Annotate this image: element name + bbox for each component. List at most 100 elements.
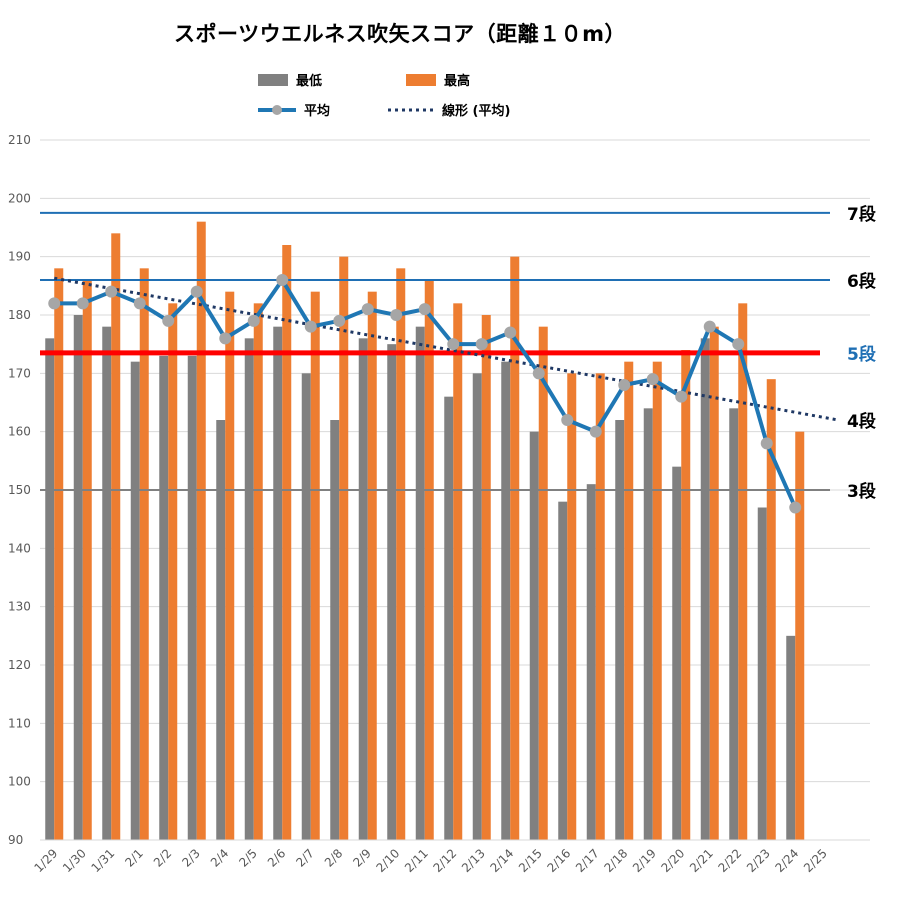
bar-min: [501, 361, 511, 840]
bar-min: [729, 408, 739, 840]
bar-min: [301, 373, 311, 840]
x-tick-label: 2/21: [687, 846, 716, 875]
bar-min: [73, 315, 83, 840]
average-point: [532, 367, 545, 380]
x-tick-label: 2/9: [350, 846, 374, 870]
bar-max: [795, 431, 805, 840]
x-tick-label: 2/11: [402, 846, 431, 875]
x-tick-label: 2/2: [151, 846, 175, 870]
legend-label-min: 最低: [296, 74, 323, 89]
bar-min: [415, 326, 425, 841]
bar-min: [102, 326, 112, 841]
average-point: [789, 501, 802, 514]
y-tick-label: 180: [8, 308, 31, 322]
y-tick-label: 90: [8, 833, 23, 847]
bar-min: [216, 420, 226, 840]
reference-label: 5段: [847, 344, 876, 365]
legend-label-trend: 線形 (平均): [442, 104, 511, 119]
bar-min: [529, 431, 539, 840]
bar-min: [757, 507, 767, 840]
x-tick-label: 2/19: [630, 846, 659, 875]
average-point: [133, 297, 146, 310]
bar-min: [643, 408, 653, 840]
x-tick-label: 2/20: [658, 846, 687, 875]
bar-min: [187, 355, 197, 840]
average-point: [418, 303, 431, 316]
bar-max: [424, 280, 434, 840]
average-point: [361, 303, 374, 316]
legend-swatch-min: [258, 73, 288, 86]
bar-max: [709, 326, 719, 841]
bar-max: [652, 361, 662, 840]
bar-max: [453, 303, 463, 840]
bar-max: [225, 291, 235, 841]
x-tick-label: 2/22: [715, 846, 744, 875]
bar-max: [339, 256, 349, 841]
legend-swatch-max: [406, 73, 436, 86]
bar-max: [766, 379, 776, 840]
bar-max: [510, 256, 520, 841]
legend: 最低 最高 平均 線形 (平均): [258, 70, 578, 120]
y-tick-label: 200: [8, 191, 31, 205]
x-tick-label: 2/25: [801, 846, 830, 875]
x-tick-label: 1/30: [60, 846, 89, 875]
bar-max: [54, 268, 64, 840]
average-point: [646, 373, 659, 386]
legend-swatch-trend: [388, 108, 434, 111]
legend-label-avg: 平均: [304, 104, 331, 119]
reference-label: 7段: [847, 204, 876, 225]
bar-max: [367, 291, 377, 841]
average-point: [304, 320, 317, 333]
y-tick-label: 160: [8, 425, 31, 439]
legend-label-max: 最高: [444, 74, 471, 89]
average-point: [162, 314, 175, 327]
x-tick-label: 2/23: [744, 846, 773, 875]
bar-min: [672, 466, 682, 840]
x-tick-label: 1/31: [88, 846, 117, 875]
average-point: [247, 314, 260, 327]
bar-max: [538, 326, 548, 841]
bar-min: [786, 635, 796, 840]
average-point: [675, 390, 688, 403]
average-point: [333, 314, 346, 327]
bar-max: [82, 280, 92, 840]
average-point: [105, 285, 118, 298]
y-tick-label: 190: [8, 250, 31, 264]
x-tick-label: 2/15: [516, 846, 545, 875]
average-point: [561, 414, 574, 426]
x-tick-label: 2/8: [322, 846, 346, 870]
average-point: [48, 297, 61, 310]
bar-min: [387, 344, 397, 840]
x-tick-label: 2/14: [487, 846, 516, 875]
average-point: [219, 332, 232, 345]
bar-min: [244, 338, 254, 840]
average-point: [276, 274, 289, 286]
average-point: [589, 425, 602, 438]
y-tick-label: 140: [8, 541, 31, 555]
legend-item-max: 最高: [406, 70, 470, 89]
x-tick-label: 2/13: [459, 846, 488, 875]
average-point: [190, 285, 203, 298]
bar-min: [444, 396, 454, 840]
x-tick-label: 2/1: [122, 846, 146, 870]
bar-max: [282, 245, 292, 840]
legend-item-avg: 平均: [258, 100, 330, 119]
bar-max: [595, 373, 605, 840]
average-point: [447, 338, 460, 351]
bar-min: [472, 373, 482, 840]
bar-max: [168, 303, 178, 840]
bar-min: [273, 326, 283, 841]
bar-min: [558, 501, 568, 840]
y-tick-label: 130: [8, 600, 31, 614]
average-point: [760, 437, 773, 450]
x-tick-label: 2/3: [179, 846, 203, 870]
average-point: [76, 297, 89, 310]
reference-label: 6段: [847, 271, 876, 292]
legend-item-trend: 線形 (平均): [388, 100, 510, 119]
x-tick-label: 1/29: [31, 846, 60, 875]
y-tick-label: 170: [8, 366, 31, 380]
bar-min: [700, 338, 710, 840]
bar-max: [310, 291, 320, 841]
bar-max: [396, 268, 406, 840]
